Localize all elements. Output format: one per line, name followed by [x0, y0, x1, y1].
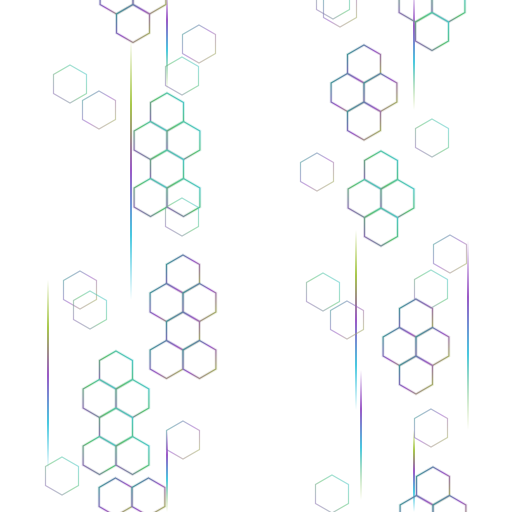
hexagon-glow — [114, 434, 151, 477]
hexagon-outline — [305, 272, 341, 312]
hexagon-outline — [414, 118, 450, 158]
light-streak — [467, 240, 469, 430]
light-streak — [47, 280, 49, 470]
hexagon-outline — [164, 197, 200, 237]
hexagon-outline — [322, 0, 358, 28]
light-streak — [166, 430, 168, 512]
hexagon-glow — [132, 176, 169, 219]
hexagon-outline — [164, 56, 200, 96]
hexagon-outline — [44, 456, 80, 496]
hexagon-glow — [363, 206, 399, 248]
hexagon-glow — [115, 2, 151, 45]
hexagon-outline — [52, 64, 88, 104]
hexagon-outline — [115, 3, 151, 44]
hexagon-clusters — [44, 0, 468, 512]
light-streak — [166, 0, 168, 90]
light-streaks — [47, 0, 469, 512]
hexagon-outline — [315, 0, 351, 20]
hexagon-outline — [398, 0, 433, 23]
light-streak — [413, 430, 415, 512]
hexagon-glow — [397, 0, 434, 24]
hexagon-glow — [165, 176, 202, 219]
light-streak — [413, 0, 415, 110]
hexagon-glow — [430, 0, 467, 24]
hexagon-outline — [431, 0, 466, 23]
hexagon-outline — [413, 408, 449, 448]
hexagon-outline — [115, 435, 150, 476]
hexagon-glow — [130, 476, 167, 512]
hexagon-outline — [398, 355, 434, 395]
hexagon-outline — [363, 207, 399, 247]
hexagon-outline — [182, 339, 217, 380]
hexagon-glow — [346, 100, 382, 142]
hexagon-outline — [81, 90, 117, 130]
hexagon-glow — [431, 493, 468, 512]
hexagon-outline — [329, 300, 365, 340]
hexagon-outline — [432, 234, 468, 274]
hexagon-glow — [398, 493, 435, 512]
hexagon-glow — [148, 338, 185, 381]
hexagon-outline — [314, 474, 350, 512]
hexagon-glow — [414, 10, 450, 53]
hexagon-outline — [166, 177, 201, 218]
hexagon-outline — [72, 290, 108, 330]
hexagon-outline — [181, 24, 217, 64]
hexagon-outline — [131, 477, 166, 512]
hexagon-outline — [165, 420, 201, 460]
hexagon-glow — [398, 354, 434, 396]
light-streak — [355, 230, 357, 410]
hexagon-glow — [81, 434, 118, 477]
hexagon-outline — [413, 269, 449, 309]
hexagon-outline — [299, 152, 335, 192]
hexagon-outline — [414, 11, 450, 52]
light-streak — [130, 40, 132, 300]
light-streak — [360, 370, 362, 500]
hexagon-glow — [181, 338, 218, 381]
hexagon-glow — [97, 476, 134, 512]
hexagon-outline — [432, 494, 467, 512]
hexagon-outline — [62, 270, 98, 310]
hexagon-outline — [346, 101, 382, 141]
